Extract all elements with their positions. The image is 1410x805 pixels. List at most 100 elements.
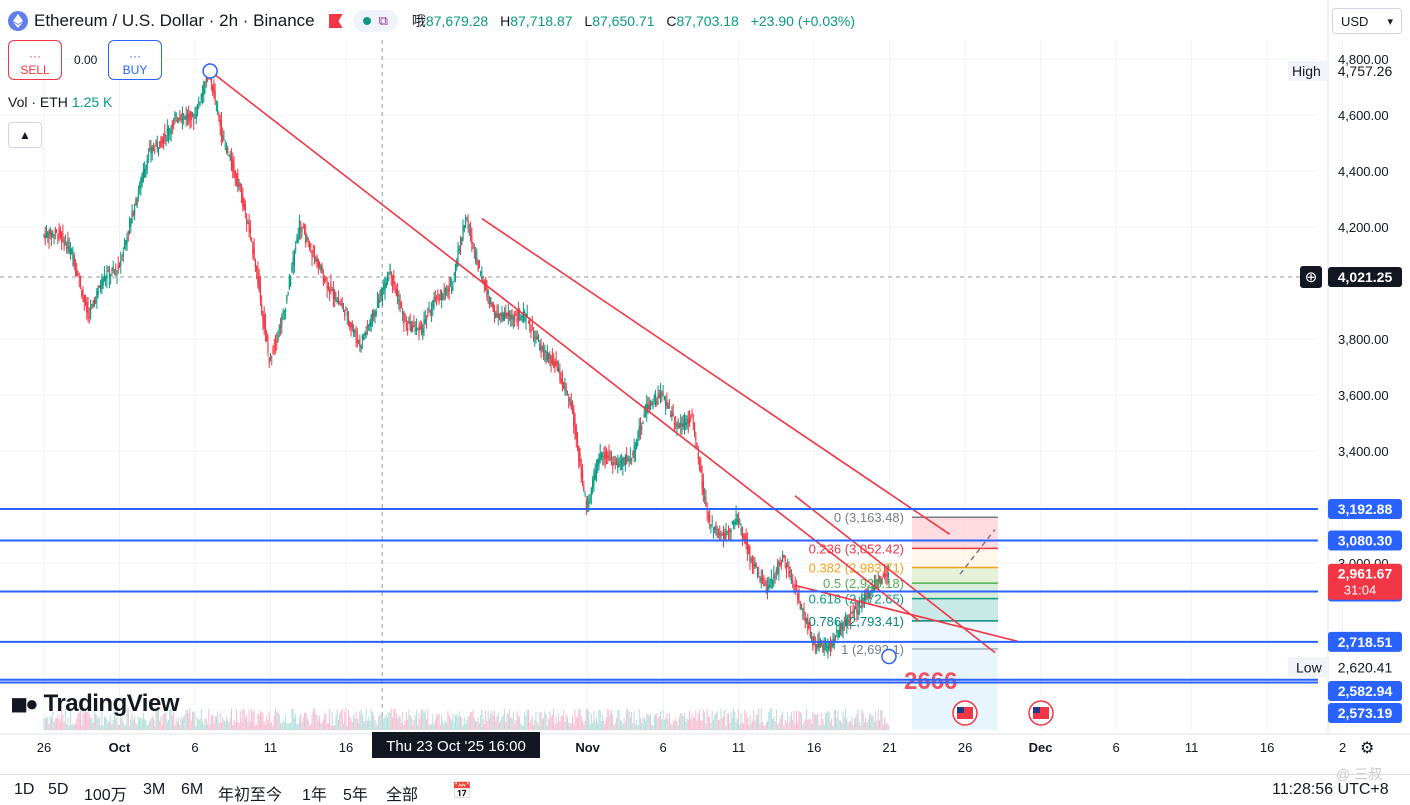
timeframe-1[interactable]: 5D (48, 781, 69, 798)
candle-body (317, 258, 319, 267)
volume-bar (833, 709, 835, 730)
volume-bar (655, 714, 657, 730)
market-status-pill[interactable]: ⧉ (352, 10, 398, 32)
collapse-legend-button[interactable]: ▲ (8, 122, 42, 148)
currency-select[interactable]: USD ▾ (1332, 8, 1402, 34)
candle-body (66, 247, 68, 250)
volume-bar (636, 719, 638, 730)
candle-body (395, 288, 397, 296)
candle-body (243, 198, 245, 210)
anchor-point[interactable] (202, 63, 218, 79)
volume-bar (156, 710, 158, 730)
volume-bar (90, 718, 92, 730)
symbol-title[interactable]: Ethereum / U.S. Dollar · 2h · Binance (34, 11, 315, 30)
timeframe-2[interactable]: 100万 (84, 787, 127, 804)
timeframe-3[interactable]: 3M (143, 781, 166, 798)
candle-body (860, 606, 862, 608)
candle-body (602, 455, 604, 457)
candle-body (680, 422, 682, 427)
volume-bar (433, 723, 435, 730)
candle-body (468, 231, 470, 233)
volume-bar (317, 720, 319, 730)
volume-bar (478, 723, 480, 730)
candle-body (856, 609, 858, 614)
candle-body (298, 221, 301, 235)
candle-body (588, 501, 590, 507)
candle-body (501, 312, 503, 318)
volume-bar (71, 724, 73, 730)
timeframe-4[interactable]: 6M (181, 781, 204, 798)
volume-bar (588, 711, 590, 730)
channel-line[interactable] (481, 217, 951, 535)
candle-body (313, 254, 316, 258)
volume-bar (261, 712, 263, 730)
candle-body (418, 325, 420, 336)
candle-body (599, 453, 601, 462)
volume-bar (135, 723, 137, 730)
candle-body (765, 589, 767, 592)
candle-body (756, 567, 759, 575)
candle-body (878, 576, 881, 580)
volume-bar (663, 719, 665, 730)
candle-body (681, 423, 683, 427)
candle-body (519, 312, 521, 314)
timeframe-6[interactable]: 1年 (302, 787, 327, 804)
volume-bar (487, 710, 489, 730)
flag-icon[interactable] (328, 14, 343, 28)
candle-body (300, 228, 302, 231)
candle-body (268, 357, 270, 363)
crosshair-time-tag (372, 732, 540, 758)
volume-bar (257, 713, 259, 730)
volume-bar (251, 709, 253, 730)
channel-line[interactable] (209, 70, 920, 623)
add-alert-button[interactable] (1300, 266, 1322, 289)
volume-bar (545, 714, 547, 730)
candle-body (550, 357, 552, 364)
volume-bar (307, 719, 309, 730)
volume-bar (467, 716, 469, 730)
candle-body (727, 530, 730, 533)
volume-bar (200, 708, 202, 730)
volume-bar (210, 715, 212, 730)
clock[interactable]: 11:28:56 UTC+8 (1272, 781, 1389, 798)
volume-bar (53, 721, 55, 730)
candle-body (823, 645, 825, 650)
volume-bar (875, 710, 877, 730)
timeframe-5[interactable]: 年初至今 (218, 787, 283, 804)
candle-body (643, 413, 645, 418)
volume-bar (506, 713, 508, 730)
volume-bar (657, 717, 659, 730)
candle-body (760, 577, 762, 581)
volume-bar (198, 719, 200, 730)
volume-bar (785, 721, 787, 730)
settings-icon[interactable]: ⚙ (1360, 740, 1375, 757)
volume-bar (871, 716, 873, 730)
anchor-point[interactable] (881, 648, 897, 665)
candle-body (271, 356, 273, 358)
candle-body (690, 417, 692, 419)
timeframe-8[interactable]: 全部 (386, 787, 419, 804)
volume-bar (699, 709, 701, 730)
channel-line[interactable] (794, 584, 1019, 643)
compare-range-icon[interactable]: 📅 (452, 783, 472, 800)
volume-bar (332, 725, 334, 730)
candle-body (282, 312, 284, 315)
volume-bar (867, 719, 869, 730)
timeframe-0[interactable]: 1D (14, 781, 35, 798)
volume-bar (87, 711, 89, 730)
candle-body (725, 528, 727, 538)
volume-bar (566, 716, 568, 730)
x-tick-label: 2 (1339, 740, 1346, 755)
candle-body (436, 301, 438, 304)
volume-bar (54, 718, 56, 730)
buy-button[interactable]: ··· BUY (108, 40, 162, 80)
sell-button[interactable]: ··· SELL (8, 40, 62, 80)
volume-bar (120, 714, 122, 730)
candle-body (780, 562, 782, 565)
volume-bar (296, 724, 298, 730)
volume-bar (745, 712, 747, 730)
volume-bar (772, 719, 774, 730)
candle-body (710, 524, 712, 527)
timeframe-7[interactable]: 5年 (343, 787, 368, 804)
